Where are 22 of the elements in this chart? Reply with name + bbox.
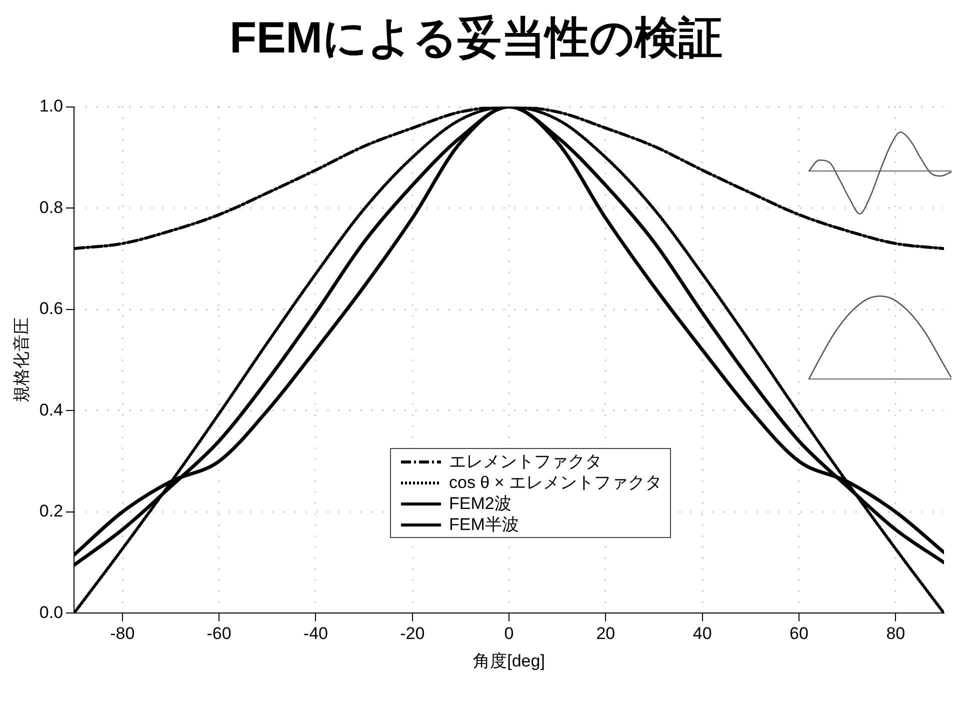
legend-label: エレメントファクタ — [449, 451, 602, 472]
x-tick-label: 60 — [790, 624, 808, 644]
x-tick-label: 0 — [504, 624, 514, 644]
y-tick-label: 0.0 — [39, 602, 64, 622]
legend-label: cos θ × エレメントファクタ — [449, 472, 662, 493]
y-tick-label: 0.6 — [39, 299, 64, 318]
legend-label: FEM2波 — [449, 493, 512, 514]
y-tick-label: 1.0 — [39, 96, 64, 116]
x-tick-label: -40 — [303, 624, 328, 644]
x-tick-label: 40 — [692, 624, 712, 644]
x-axis-title: 角度[deg] — [473, 651, 545, 670]
x-tick-label: 20 — [596, 624, 616, 644]
legend-label: FEM半波 — [449, 514, 519, 535]
y-axis-title: 規格化音圧 — [12, 318, 31, 402]
x-tick-label: -60 — [206, 624, 232, 644]
chart-title: FEMによる妥当性の検証 — [230, 14, 722, 63]
y-tick-label: 0.8 — [39, 198, 64, 217]
x-tick-label: -80 — [110, 624, 135, 644]
x-tick-label: -20 — [400, 624, 425, 644]
x-tick-label: 80 — [886, 624, 906, 644]
y-tick-label: 0.4 — [39, 400, 64, 420]
y-tick-label: 0.2 — [39, 502, 64, 521]
